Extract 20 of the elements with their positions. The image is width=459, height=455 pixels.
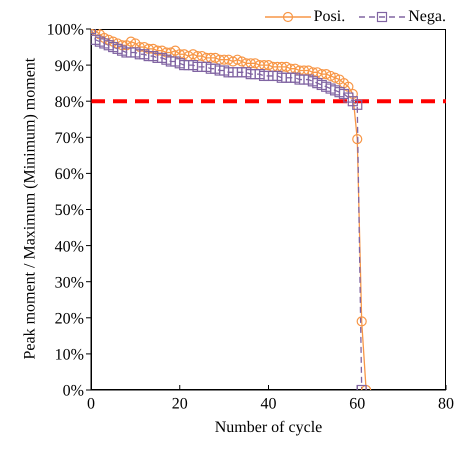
legend-label: Nega.: [408, 8, 446, 26]
y-axis-title: Peak moment / Maximum (Minimum) moment: [22, 57, 39, 360]
y-tick-label: 20%: [54, 310, 84, 328]
y-tick-label: 10%: [54, 346, 84, 364]
y-tick-label: 30%: [54, 274, 84, 292]
y-tick-label: 60%: [54, 166, 84, 184]
legend-label: Posi.: [314, 8, 346, 26]
y-tick-label: 100%: [46, 22, 84, 39]
y-tick-label: 90%: [54, 58, 84, 75]
x-tick-label: 20: [172, 395, 188, 412]
x-tick-label: 80: [438, 395, 454, 412]
y-tick-label: 80%: [54, 94, 84, 111]
x-tick-label: 60: [349, 395, 366, 412]
x-tick-label: 40: [260, 395, 276, 412]
y-tick-label: 70%: [54, 130, 84, 147]
y-tick-label: 0%: [62, 382, 84, 400]
y-tick-label: 50%: [54, 202, 84, 220]
y-tick-label: 40%: [54, 238, 84, 256]
x-tick-label: 0: [87, 395, 95, 412]
x-axis-title: Number of cycle: [214, 419, 322, 436]
